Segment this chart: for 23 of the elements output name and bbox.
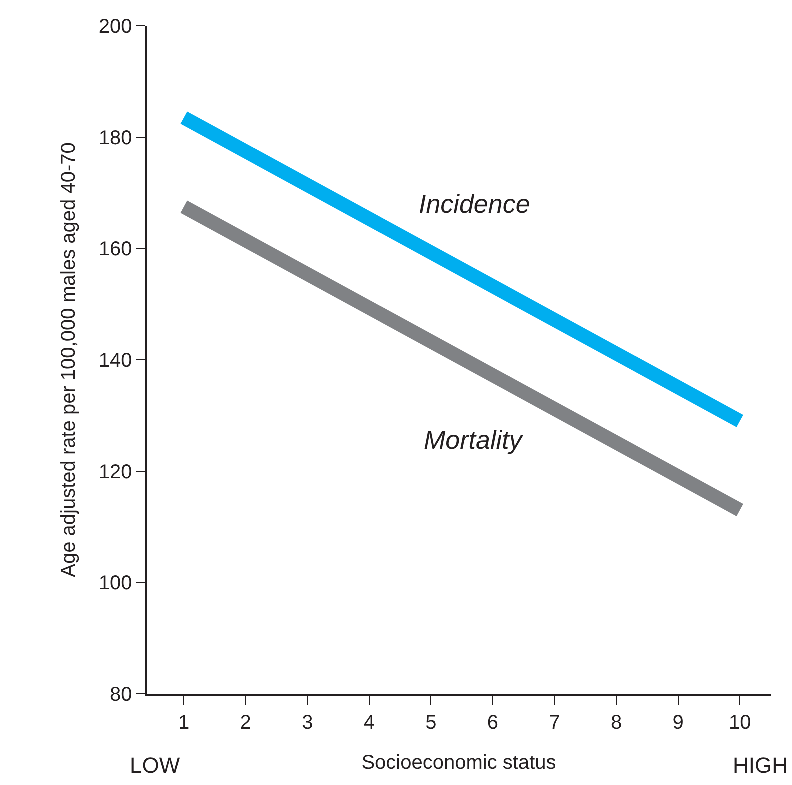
x-tick-label: 4	[364, 712, 375, 734]
series-label: Incidence	[419, 189, 530, 219]
x-tick-label: 10	[728, 712, 752, 734]
x-axis-title: Socioeconomic status	[362, 752, 556, 774]
series-label: Mortality	[424, 425, 524, 455]
y-tick-label: 100	[98, 572, 132, 595]
x-tick-label: 1	[178, 712, 190, 734]
x-tick-label: 9	[672, 712, 684, 734]
x-tick-label: 5	[426, 712, 437, 734]
x-tick-label: 2	[240, 712, 252, 734]
x-tick-label: 3	[302, 712, 314, 734]
y-tick-label: 180	[98, 127, 132, 150]
y-tick-label: 120	[98, 461, 132, 484]
y-tick-label: 200	[98, 16, 132, 38]
y-tick-label: 160	[98, 238, 132, 261]
x-tick-label: 6	[487, 712, 499, 734]
y-tick-label: 140	[98, 350, 132, 372]
y-axis-title: Age adjusted rate per 100,000 males aged 40-70	[58, 142, 80, 578]
y-tick-label: 80	[110, 684, 132, 706]
text: HIGH	[733, 753, 788, 778]
x-tick-label: 8	[610, 712, 622, 734]
text: LOW	[130, 753, 180, 778]
x-tick-label: 7	[549, 712, 560, 734]
